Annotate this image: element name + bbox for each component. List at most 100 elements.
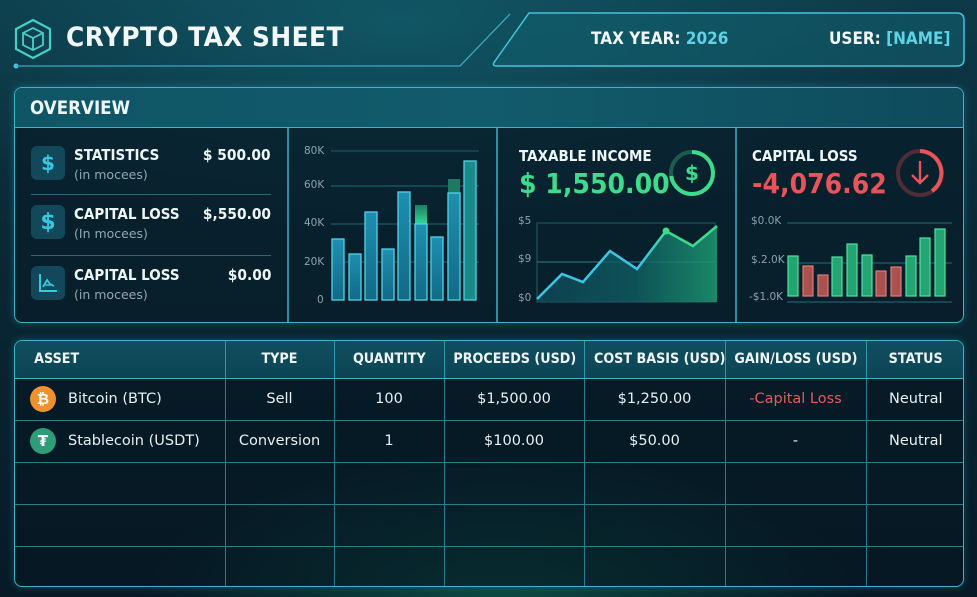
overview-title: OVERVIEW	[30, 97, 131, 119]
bitcoin-icon: ₿	[30, 386, 56, 412]
divider	[287, 128, 289, 322]
stat-row-statistics[interactable]: $ STATISTICS (in mocees) $ 500.00	[31, 146, 271, 206]
column-header-cost-basis[interactable]: COST BASIS (USD)	[584, 341, 726, 379]
asset-cell[interactable]: ₮ Stablecoin (USDT)	[15, 420, 226, 463]
empty-table-row[interactable]	[15, 546, 963, 586]
y-tick: 80K	[304, 145, 325, 157]
cost-basis-cell[interactable]: $1,250.00	[584, 378, 726, 421]
income-area-chart	[536, 222, 718, 303]
capital-loss-bar-chart	[787, 222, 952, 303]
empty-table-row[interactable]	[15, 504, 963, 547]
empty-cell[interactable]	[334, 546, 445, 586]
table-row[interactable]: ₿ Bitcoin (BTC) Sell 100 $1,500.00 $1,250…	[15, 378, 963, 421]
stat-value: $ 500.00	[203, 146, 271, 164]
divider	[735, 128, 737, 322]
quantity-cell[interactable]: 100	[334, 378, 445, 421]
column-header-status[interactable]: STATUS	[866, 341, 963, 379]
empty-cell[interactable]	[584, 462, 726, 505]
stat-label: CAPITAL LOSS	[74, 205, 180, 223]
y-tick: $0	[518, 292, 532, 304]
quantity-cell[interactable]: 1	[334, 420, 445, 463]
divider	[31, 255, 271, 256]
gain-loss-cell[interactable]: -Capital Loss	[725, 378, 867, 421]
empty-cell[interactable]	[225, 546, 335, 586]
y-tick: $5	[518, 215, 532, 227]
dollar-icon: $	[31, 146, 65, 180]
empty-cell[interactable]	[225, 504, 335, 547]
column-header-proceeds[interactable]: PROCEEDS (USD)	[444, 341, 585, 379]
taxable-income-title: TAXABLE INCOME	[519, 147, 652, 165]
bar-chart-plot	[331, 150, 479, 301]
arrow-down-ring-icon	[896, 149, 944, 197]
table-row[interactable]: ₮ Stablecoin (USDT) Conversion 1 $100.00 …	[15, 420, 963, 463]
empty-cell[interactable]	[444, 462, 585, 505]
asset-cell[interactable]: ₿ Bitcoin (BTC)	[15, 378, 226, 421]
dollar-icon: $	[31, 205, 65, 239]
empty-cell[interactable]	[15, 462, 226, 505]
empty-cell[interactable]	[584, 546, 726, 586]
column-header-asset[interactable]: ASSET	[15, 341, 226, 379]
taxable-income-value: $ 1,550.00	[519, 167, 670, 200]
capital-loss-title: CAPITAL LOSS	[752, 147, 858, 165]
proceeds-cell[interactable]: $100.00	[444, 420, 585, 463]
stat-sublabel: (in mocees)	[74, 287, 148, 302]
empty-cell[interactable]	[15, 504, 226, 547]
empty-cell[interactable]	[15, 546, 226, 586]
empty-cell[interactable]	[444, 504, 585, 547]
y-tick: $0.0K	[751, 215, 782, 227]
tax-year: TAX YEAR: 2026	[591, 29, 728, 49]
table-header-row: ASSET TYPE QUANTITY PROCEEDS (USD) COST …	[15, 341, 963, 379]
transactions-table: ASSET TYPE QUANTITY PROCEEDS (USD) COST …	[14, 340, 964, 587]
empty-cell[interactable]	[334, 504, 445, 547]
stat-value: $0.00	[227, 266, 271, 284]
proceeds-cell[interactable]: $1,500.00	[444, 378, 585, 421]
y-tick: 60K	[304, 179, 325, 191]
gain-loss-cell[interactable]: -	[725, 420, 867, 463]
empty-cell[interactable]	[725, 546, 867, 586]
tax-year-value[interactable]: 2026	[685, 29, 729, 49]
header-info-bar: TAX YEAR: 2026 USER: [NAME]	[487, 12, 965, 67]
status-cell[interactable]: Neutral	[866, 378, 963, 421]
stat-sublabel: (in mocees)	[74, 167, 148, 182]
y-tick: 20K	[304, 256, 325, 268]
y-tick: $9	[518, 253, 532, 265]
stat-row-capital-loss-2[interactable]: CAPITAL LOSS (in mocees) $0.00	[31, 266, 271, 322]
empty-cell[interactable]	[725, 504, 867, 547]
empty-table-row[interactable]	[15, 462, 963, 505]
stat-row-capital-loss[interactable]: $ CAPITAL LOSS (In mocees) $,550.00	[31, 205, 271, 265]
empty-cell[interactable]	[584, 504, 726, 547]
chart-decline-icon	[31, 266, 65, 300]
empty-cell[interactable]	[334, 462, 445, 505]
capital-loss-value: -4,076.62	[752, 167, 887, 200]
column-header-type[interactable]: TYPE	[225, 341, 335, 379]
user-name-value[interactable]: [NAME]	[886, 29, 951, 49]
divider	[496, 128, 498, 322]
type-cell[interactable]: Sell	[225, 378, 335, 421]
stat-value: $,550.00	[202, 205, 271, 223]
status-cell[interactable]: Neutral	[866, 420, 963, 463]
divider	[31, 194, 271, 195]
empty-cell[interactable]	[225, 462, 335, 505]
stat-label: STATISTICS	[74, 146, 160, 164]
empty-cell[interactable]	[866, 462, 963, 505]
asset-name: Bitcoin (BTC)	[68, 391, 162, 407]
empty-cell[interactable]	[444, 546, 585, 586]
y-tick: $.2.0K	[751, 254, 785, 266]
tether-icon: ₮	[30, 428, 56, 454]
overview-panel: OVERVIEW $ STATISTICS (in mocees) $ 500.…	[14, 87, 964, 323]
cost-basis-cell[interactable]: $50.00	[584, 420, 726, 463]
dollar-ring-icon: $	[669, 150, 715, 196]
column-header-gain-loss[interactable]: GAIN/LOSS (USD)	[725, 341, 867, 379]
empty-cell[interactable]	[866, 504, 963, 547]
user-info: USER: [NAME]	[829, 29, 950, 49]
svg-text:$: $	[685, 161, 699, 185]
empty-cell[interactable]	[725, 462, 867, 505]
type-cell[interactable]: Conversion	[225, 420, 335, 463]
user-label: USER:	[829, 29, 881, 49]
column-header-quantity[interactable]: QUANTITY	[334, 341, 445, 379]
empty-cell[interactable]	[866, 546, 963, 586]
y-tick: 40K	[304, 217, 325, 229]
tax-year-label: TAX YEAR:	[591, 29, 681, 49]
overview-header: OVERVIEW	[15, 88, 963, 128]
y-tick: 0	[317, 294, 324, 306]
